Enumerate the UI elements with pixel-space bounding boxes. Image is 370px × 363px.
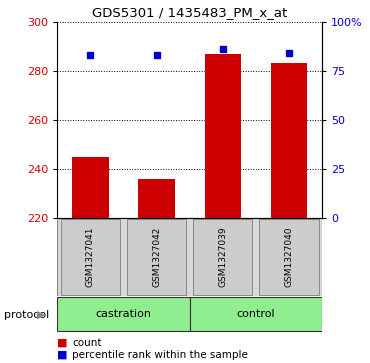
Text: percentile rank within the sample: percentile rank within the sample: [72, 350, 248, 360]
FancyBboxPatch shape: [259, 219, 319, 295]
Text: ▶: ▶: [37, 310, 46, 320]
Text: GSM1327042: GSM1327042: [152, 227, 161, 287]
Bar: [72, 156, 109, 218]
Bar: [270, 64, 307, 218]
Text: ■: ■: [57, 350, 68, 360]
FancyBboxPatch shape: [61, 219, 120, 295]
Text: control: control: [236, 309, 275, 319]
Text: GSM1327039: GSM1327039: [218, 227, 227, 287]
FancyBboxPatch shape: [193, 219, 252, 295]
Title: GDS5301 / 1435483_PM_x_at: GDS5301 / 1435483_PM_x_at: [92, 6, 287, 19]
Text: castration: castration: [95, 309, 151, 319]
Text: ■: ■: [57, 338, 68, 348]
Text: protocol: protocol: [4, 310, 49, 320]
Text: GSM1327040: GSM1327040: [284, 227, 293, 287]
Text: count: count: [72, 338, 102, 348]
FancyBboxPatch shape: [57, 297, 189, 331]
FancyBboxPatch shape: [189, 297, 322, 331]
FancyBboxPatch shape: [127, 219, 186, 295]
Bar: [138, 179, 175, 218]
Text: GSM1327041: GSM1327041: [86, 227, 95, 287]
Bar: [205, 54, 241, 218]
